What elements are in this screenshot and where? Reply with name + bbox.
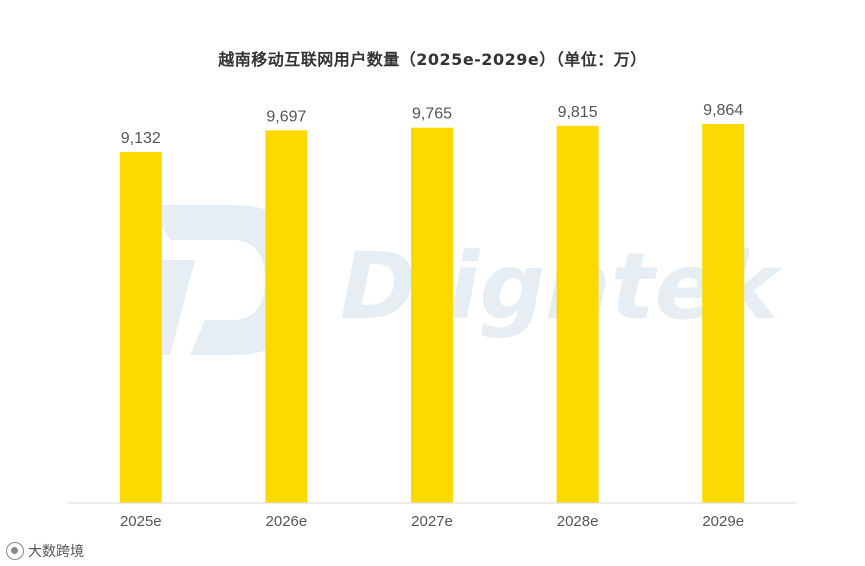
x-tick-labels: 2025e 2026e 2027e 2028e 2029e [120, 513, 744, 530]
source-logo: 大数跨境 [6, 540, 84, 562]
source-logo-text: 大数跨境 [28, 544, 84, 560]
x-tick-label-2026e: 2026e [266, 513, 308, 530]
x-tick-label-2027e: 2027e [411, 513, 453, 530]
x-tick-label-2028e: 2028e [557, 513, 599, 530]
data-label-2026e: 9,697 [266, 108, 306, 125]
x-tick-label-2029e: 2029e [702, 513, 744, 530]
watermark: Dlightek [125, 205, 783, 355]
data-label-2029e: 9,864 [703, 102, 743, 119]
bar-2025e [119, 152, 162, 503]
data-label-2028e: 9,815 [558, 104, 598, 121]
source-logo-icon [6, 542, 24, 560]
data-label-2027e: 9,765 [412, 106, 452, 123]
x-tick-label-2025e: 2025e [120, 513, 162, 530]
bar-2026e [265, 130, 308, 504]
data-label-2025e: 9,132 [121, 130, 161, 147]
bar-2027e [411, 127, 453, 503]
bar-2029e [702, 123, 745, 504]
bar-2028e [556, 125, 599, 504]
chart-title: 越南移动互联网用户数量（2025e-2029e）（单位：万） [218, 50, 647, 69]
bars-layer: 9,132 9,697 9,765 9,815 9,864 [119, 102, 745, 504]
